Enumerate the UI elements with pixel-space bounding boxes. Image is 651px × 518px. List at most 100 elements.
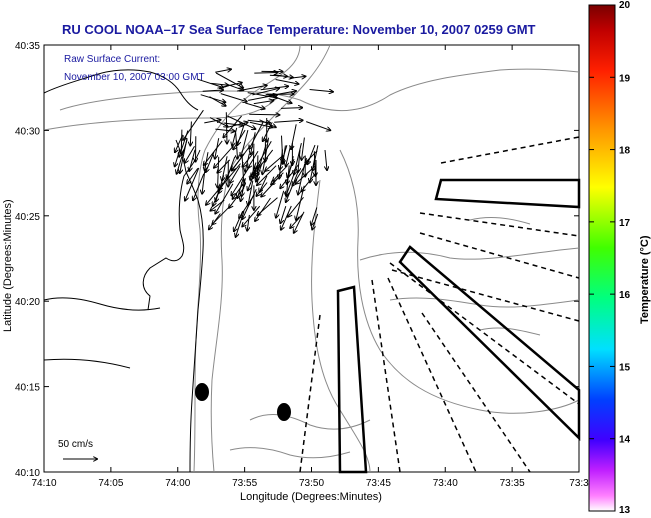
current-vector — [256, 144, 267, 177]
current-vector — [233, 129, 246, 149]
x-tick-label: 73:40 — [433, 478, 458, 489]
colorbar-tick-label: 13 — [619, 505, 631, 516]
current-vector — [245, 102, 264, 109]
current-vector — [286, 145, 291, 166]
current-vector — [313, 145, 319, 170]
current-vector — [247, 214, 249, 231]
current-vector — [236, 132, 238, 159]
colorbar-tick-label: 18 — [619, 146, 631, 157]
current-vector — [222, 156, 228, 180]
sector-dashed-lines — [299, 136, 580, 473]
current-vector — [262, 139, 269, 175]
plot-area — [43, 44, 580, 473]
map-title: RU COOL NOAA–17 Sea Surface Temperature:… — [62, 22, 536, 37]
x-tick-label: 73:3 — [569, 478, 589, 489]
x-tick-label: 73:50 — [299, 478, 324, 489]
current-vector — [309, 90, 333, 92]
current-vector — [206, 151, 215, 172]
coastline — [43, 69, 204, 473]
current-vector — [306, 121, 330, 131]
colorbar-gradient — [588, 4, 616, 512]
current-vector — [253, 101, 273, 105]
current-vector — [187, 168, 199, 183]
surface-current-vectors — [175, 69, 333, 237]
current-vector — [276, 190, 285, 218]
y-tick-label: 40:30 — [15, 126, 40, 137]
colorbar: 20 19 18 17 16 15 14 13 Temperature (°C) — [588, 0, 651, 516]
current-vector — [287, 156, 294, 184]
colorbar-tick-label: 17 — [619, 218, 631, 229]
current-vector — [305, 150, 318, 163]
current-vector — [280, 108, 302, 109]
current-vector — [314, 151, 315, 176]
bathymetry-contours — [43, 44, 580, 473]
current-vector — [241, 129, 249, 156]
current-vector — [280, 145, 288, 169]
y-tick-label: 40:25 — [15, 212, 40, 223]
current-vector — [197, 78, 223, 87]
sector-boxes — [336, 178, 581, 474]
current-vector — [325, 149, 327, 170]
current-vector — [281, 205, 292, 230]
current-vector — [242, 178, 246, 196]
scale-arrow: 50 cm/s — [58, 439, 97, 459]
colorbar-ticks: 20 19 18 17 16 15 14 13 — [589, 0, 631, 516]
current-vector — [257, 182, 268, 196]
current-vector — [245, 153, 250, 172]
current-vector — [202, 90, 223, 91]
sector-box-south — [336, 285, 368, 474]
current-vector — [215, 69, 231, 73]
current-vector — [215, 183, 234, 214]
scale-label: 50 cm/s — [58, 439, 93, 450]
y-axis: 40:35 40:30 40:25 40:20 40:15 40:10 Latitude … — [2, 41, 579, 479]
current-vector — [242, 153, 244, 186]
current-annotation-line2: November 10, 2007 03:00 GMT — [64, 72, 205, 83]
x-axis: 74:10 74:05 74:00 73:55 73:50 73:45 73:40 73:35… — [31, 45, 589, 503]
current-vector — [294, 211, 305, 233]
current-vector — [204, 120, 220, 124]
sector-box-east — [434, 178, 581, 209]
current-vector — [257, 197, 278, 216]
current-vector — [185, 146, 195, 163]
x-tick-label: 74:00 — [165, 478, 190, 489]
current-vector — [302, 137, 305, 160]
y-tick-label: 40:15 — [15, 383, 40, 394]
current-vector — [242, 205, 261, 226]
current-vector — [219, 166, 233, 193]
current-vector — [247, 92, 277, 98]
current-vector — [179, 130, 189, 157]
current-vector — [190, 121, 191, 146]
current-vector — [280, 206, 287, 223]
current-vector — [298, 149, 300, 172]
sector-box-southeast — [398, 245, 581, 441]
current-vector — [265, 154, 284, 171]
radar-station-marker — [195, 383, 209, 401]
current-vector — [227, 115, 255, 129]
y-axis-label: Latitude (Degrees:Minutes) — [2, 199, 14, 332]
x-tick-label: 73:45 — [366, 478, 391, 489]
current-vector — [234, 210, 244, 231]
current-vector — [204, 140, 223, 165]
current-vector — [217, 83, 241, 89]
colorbar-tick-label: 15 — [619, 362, 631, 373]
current-vector — [217, 159, 231, 173]
current-vector — [211, 199, 225, 211]
colorbar-tick-label: 20 — [619, 0, 631, 11]
radar-station-marker — [277, 403, 291, 421]
current-vector — [248, 180, 254, 206]
current-vector — [185, 167, 200, 201]
current-vector — [269, 75, 287, 76]
current-vector — [189, 149, 196, 171]
radar-station-markers — [195, 383, 291, 421]
x-axis-label: Longitude (Degrees:Minutes) — [240, 491, 382, 503]
current-vector — [265, 91, 296, 97]
current-annotation-line1: Raw Surface Current: — [64, 54, 160, 65]
current-vector — [275, 79, 299, 85]
current-vector — [220, 93, 247, 102]
current-vector — [214, 145, 234, 168]
current-vector — [261, 180, 276, 197]
colorbar-tick-label: 14 — [619, 435, 631, 446]
x-tick-label: 73:55 — [232, 478, 257, 489]
current-vector — [301, 173, 316, 191]
